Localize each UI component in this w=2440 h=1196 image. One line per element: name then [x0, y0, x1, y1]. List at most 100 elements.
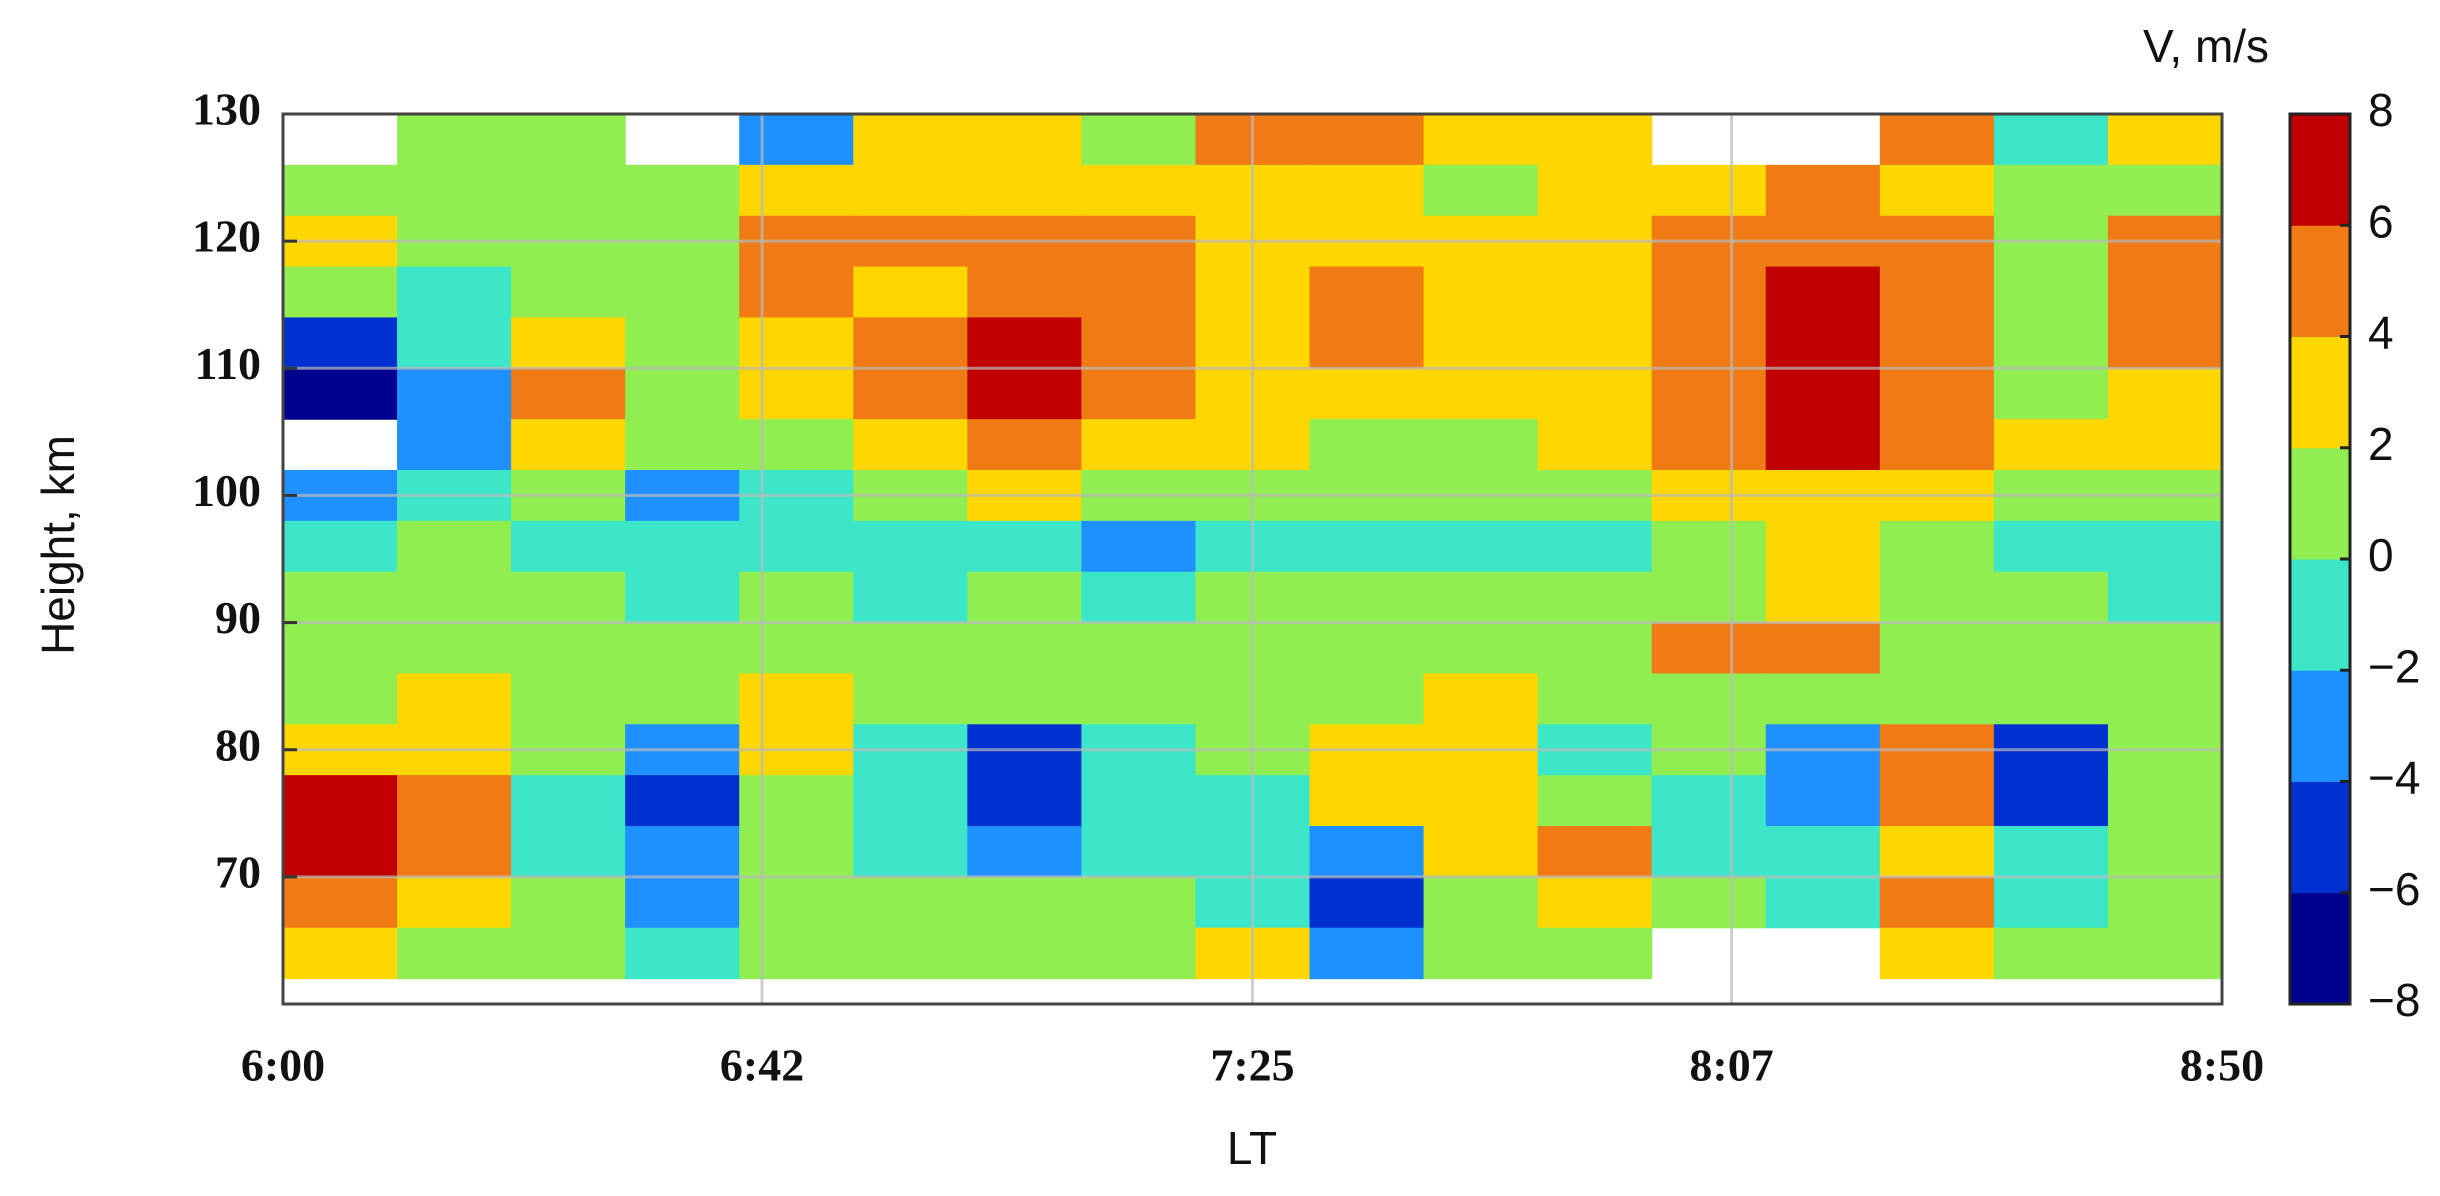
heat-cell: [739, 673, 854, 725]
heat-cell: [1309, 368, 1425, 420]
heat-cell: [1993, 622, 2109, 675]
heat-cell: [397, 520, 512, 573]
heat-cell: [1879, 673, 1995, 725]
y-tick-label: 100: [192, 465, 261, 516]
heat-cell: [1993, 826, 2109, 878]
heat-cell: [2107, 775, 2223, 827]
heat-cell: [1081, 826, 1197, 878]
heat-cell: [625, 266, 740, 319]
heat-cell: [1537, 673, 1653, 725]
heat-cell: [1879, 114, 1995, 166]
heat-cell: [1423, 673, 1539, 725]
heat-cell: [1537, 114, 1653, 166]
colorbar-tick-label: 0: [2368, 529, 2394, 581]
heat-cell: [1993, 317, 2109, 369]
heat-cell: [511, 775, 626, 827]
y-tick-label: 130: [192, 84, 261, 135]
heat-cell: [1309, 266, 1425, 319]
heat-cell: [2107, 622, 2223, 675]
heat-cell: [1423, 622, 1539, 675]
heat-cell: [511, 520, 626, 573]
colorbar-segment: [2290, 670, 2350, 782]
heat-cell: [1651, 775, 1767, 827]
heat-cell: [1423, 317, 1539, 369]
heat-cell: [1879, 164, 1995, 217]
heat-cell: [625, 876, 740, 929]
heat-cell: [967, 317, 1083, 369]
heat-cell: [1879, 927, 1995, 980]
heat-cell: [853, 622, 968, 675]
heat-cell: [1423, 876, 1539, 929]
heat-cell: [1423, 520, 1539, 573]
heat-cell: [1993, 520, 2109, 573]
heat-cell: [1309, 826, 1425, 878]
heat-cell: [1537, 571, 1653, 624]
heat-cell: [1423, 927, 1539, 980]
heat-cell: [1537, 317, 1653, 369]
heat-cell: [967, 419, 1083, 471]
colorbar-segment: [2290, 559, 2350, 671]
colorbar-tick-label: 2: [2368, 418, 2394, 470]
heat-cell: [1537, 266, 1653, 319]
heat-cell: [739, 622, 854, 675]
heat-cell: [1423, 266, 1539, 319]
heat-cell: [739, 826, 854, 878]
heat-cell: [1651, 622, 1767, 675]
heat-cell: [1309, 775, 1425, 827]
heat-cell: [853, 826, 968, 878]
plot-frame: [281, 112, 2224, 1006]
heat-cell: [511, 622, 626, 675]
heat-cell: [625, 317, 740, 369]
heat-cell: [739, 876, 854, 929]
x-tick-label: 8:07: [1689, 1040, 1773, 1091]
heat-cell: [1537, 368, 1653, 420]
heat-cell: [397, 317, 512, 369]
heat-cell: [1537, 622, 1653, 675]
heat-cell: [739, 419, 854, 471]
heat-cell: [397, 826, 512, 878]
heat-cell: [397, 876, 512, 929]
heat-cell: [1537, 520, 1653, 573]
heat-cell: [967, 114, 1083, 166]
heat-cell: [2107, 876, 2223, 929]
heat-cell: [967, 622, 1083, 675]
heat-cell: [967, 368, 1083, 420]
heat-cell: [1765, 622, 1881, 675]
heat-cell: [1651, 317, 1767, 369]
heat-cell: [1651, 876, 1767, 929]
heat-cell: [283, 826, 398, 878]
heat-cell: [1081, 266, 1197, 319]
heat-cell: [1423, 114, 1539, 166]
heat-cell: [625, 419, 740, 471]
heat-cell: [1765, 317, 1881, 369]
heat-cell: [1765, 826, 1881, 878]
heat-cell: [739, 368, 854, 420]
heat-cell: [1309, 419, 1425, 471]
heat-cell: [967, 164, 1083, 217]
x-tick-label: 7:25: [1210, 1040, 1294, 1091]
heat-cell: [397, 164, 512, 217]
y-tick-label: 90: [215, 592, 261, 643]
heat-cell: [283, 368, 398, 420]
heat-cell: [283, 876, 398, 929]
heat-cell: [397, 571, 512, 624]
heat-cell: [511, 114, 626, 166]
heat-cell: [1993, 114, 2109, 166]
heat-cell: [283, 520, 398, 573]
heat-cell: [625, 826, 740, 878]
heat-cell: [1993, 571, 2109, 624]
heat-cell: [739, 775, 854, 827]
heat-cell: [1309, 520, 1425, 573]
heat-cell: [1879, 775, 1995, 827]
heat-cell: [1537, 876, 1653, 929]
heat-cell: [1423, 164, 1539, 217]
heat-cell: [1309, 114, 1425, 166]
heat-cell: [397, 114, 512, 166]
heat-cell: [1423, 368, 1539, 420]
heat-cell: [1309, 876, 1425, 929]
heat-cell: [1993, 673, 2109, 725]
heat-cell: [283, 622, 398, 675]
heat-cell: [397, 775, 512, 827]
heat-cell: [1765, 571, 1881, 624]
heat-cell: [511, 927, 626, 980]
